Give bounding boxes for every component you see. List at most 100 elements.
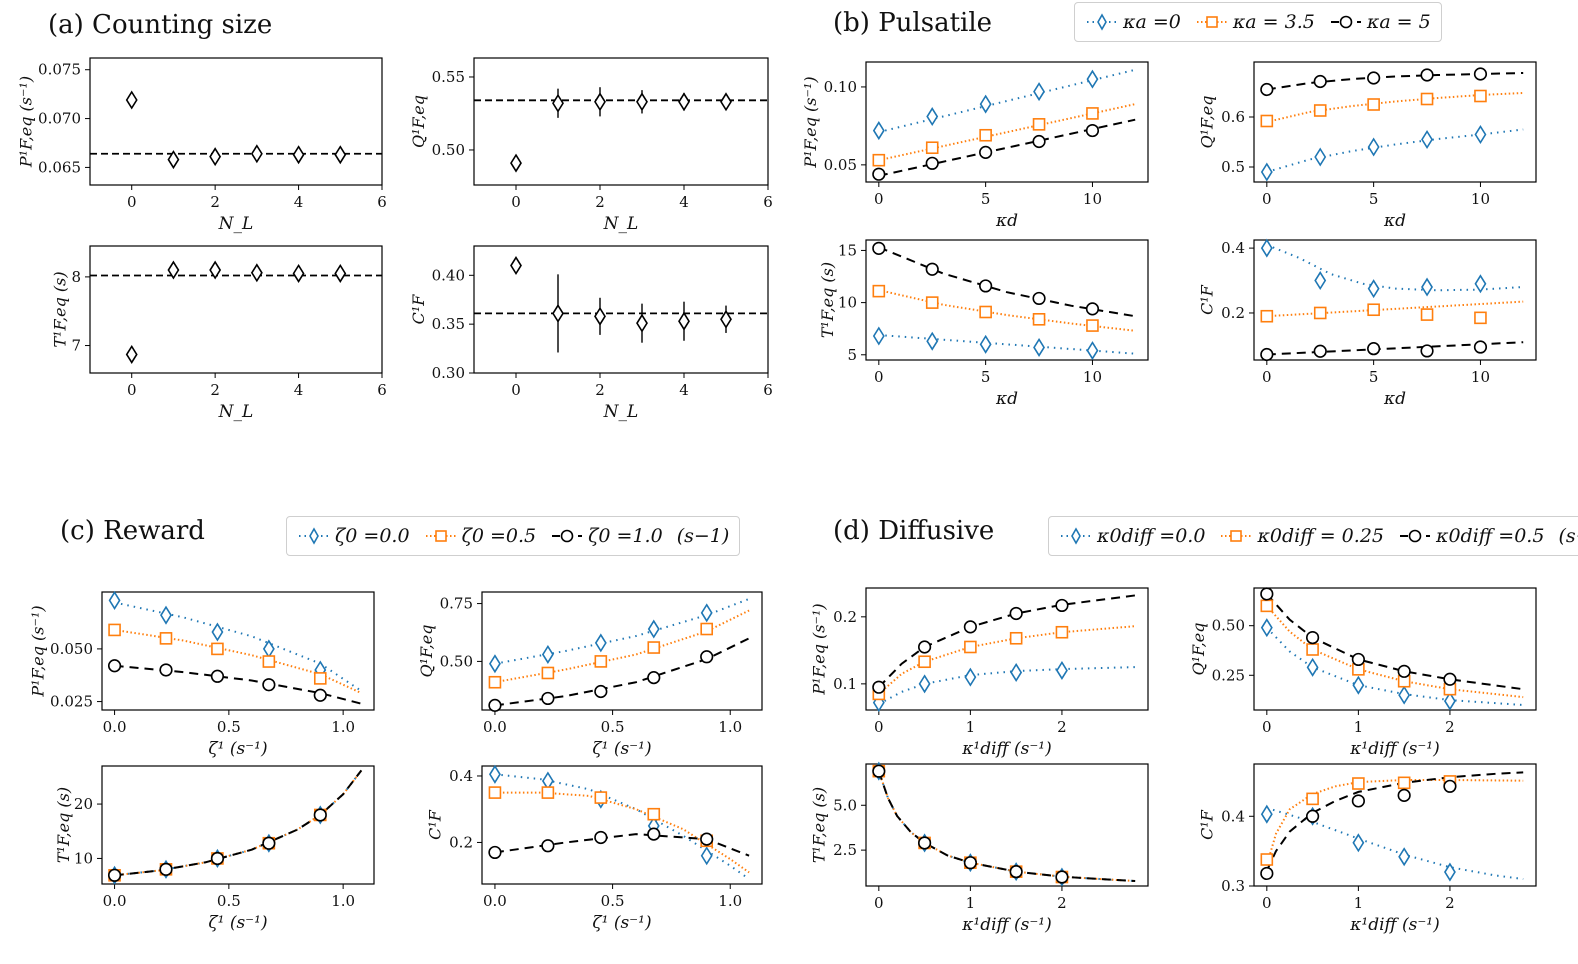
data-point-diamond <box>979 94 992 114</box>
legend-b: κa =0 κa = 3.5 κa = 5 <box>1074 2 1442 42</box>
x-tick-label: 1 <box>1354 894 1364 912</box>
legend-item-black: κa = 5 <box>1329 11 1431 33</box>
data-point-square <box>159 632 173 645</box>
x-tick-label: 0.0 <box>483 892 507 910</box>
x-axis-label: N_L <box>603 402 639 422</box>
legend-label: κa = 5 <box>1366 11 1431 33</box>
plot-frame <box>865 587 1149 711</box>
legend-label: κ0diff =0.5 <box>1436 525 1545 547</box>
data-point-circle <box>647 671 661 685</box>
data-point-circle <box>700 832 714 846</box>
data-point-diamond <box>594 92 606 112</box>
x-tick-label: 5 <box>1369 190 1379 208</box>
data-point-circle <box>488 698 502 712</box>
plot-frame <box>865 61 1149 183</box>
data-point-diamond <box>211 622 224 642</box>
series-line-black <box>1266 593 1524 691</box>
legend-swatch-black <box>1330 15 1361 29</box>
x-axis-label: ζ¹ (s⁻¹) <box>592 739 651 759</box>
x-tick-label: 0 <box>1262 894 1272 912</box>
x-tick-label: 2 <box>595 381 605 399</box>
data-point-square <box>1032 118 1046 131</box>
y-tick-label: 0.50 <box>432 141 465 159</box>
subplot-c4: 0.0 0.5 1.0 0.2 0.4 ζ¹ (s⁻¹) C¹F <box>426 764 763 933</box>
data-point-circle <box>700 650 714 664</box>
y-tick-label: 0.2 <box>833 608 857 626</box>
data-point-square <box>1086 107 1099 120</box>
data-point-circle <box>594 684 608 699</box>
plot-frame <box>101 591 375 711</box>
data-point-diamond <box>1352 833 1365 853</box>
data-point-diamond <box>700 603 713 623</box>
y-tick-label: 5.0 <box>833 796 857 814</box>
series-line-black <box>878 246 1136 318</box>
x-tick-label: 0.5 <box>217 892 241 910</box>
x-tick-label: 0.5 <box>601 718 625 736</box>
x-axis-label: κ¹diff (s⁻¹) <box>1349 915 1440 935</box>
plot-frame <box>865 239 1149 361</box>
data-point-diamond <box>510 153 522 173</box>
data-point-square <box>1260 599 1274 613</box>
subplot-c2: 0.0 0.5 1.0 0.50 0.75 ζ¹ (s⁻¹) Q¹F,eq <box>417 591 763 759</box>
y-tick-label: 0.4 <box>449 767 473 785</box>
y-axis-label: P¹F,eq (s⁻¹) <box>801 76 820 168</box>
subplot-a1: 0 2 4 6 0.065 0.070 0.075 N_L P¹F,eq (s⁻¹) <box>17 57 387 234</box>
legend-swatch-orange <box>425 530 456 542</box>
data-point-square <box>488 675 502 689</box>
panel-title-a: (a) Counting size <box>48 10 273 40</box>
data-point-diamond <box>1260 162 1273 182</box>
data-point-circle <box>210 669 225 683</box>
data-point-square <box>541 786 555 799</box>
x-tick-label: 6 <box>763 381 773 399</box>
plot-frame <box>101 765 375 885</box>
x-tick-label: 2 <box>1057 718 1067 736</box>
data-point-diamond <box>1421 129 1433 150</box>
data-point-square <box>1009 631 1023 645</box>
x-axis-label: ζ¹ (s⁻¹) <box>592 913 651 933</box>
x-tick-label: 5 <box>981 190 991 208</box>
legend-label: κ0diff =0.0 <box>1097 525 1206 547</box>
data-point-diamond <box>1033 337 1045 357</box>
subplot-a2: 0 2 4 6 0.50 0.55 N_L Q¹F,eq <box>409 57 773 234</box>
data-point-circle <box>1397 664 1411 678</box>
legend-item-blue: κ0diff =0.0 <box>1059 525 1205 547</box>
data-point-circle <box>1260 347 1274 362</box>
x-tick-label: 0 <box>127 381 137 399</box>
legend-item-black: ζ0 =1.0 <box>550 525 663 547</box>
plot-frame <box>1253 763 1537 887</box>
legend-swatch-blue <box>1087 13 1117 31</box>
series-line-orange <box>1266 300 1524 318</box>
data-point-square <box>1260 309 1274 323</box>
subplot-a4: 0 2 4 6 0.30 0.35 0.40 N_L C¹F <box>409 245 773 422</box>
data-point-diamond <box>636 92 648 112</box>
data-point-square <box>964 640 977 654</box>
data-point-square <box>313 672 327 685</box>
data-point-diamond <box>250 263 263 283</box>
y-tick-label: 0.50 <box>440 652 473 670</box>
x-axis-label: ζ¹ (s⁻¹) <box>208 913 267 933</box>
data-point-diamond <box>926 107 939 127</box>
y-axis-label: P¹F,eq (s⁻¹) <box>17 76 36 168</box>
data-point-diamond <box>678 311 690 331</box>
x-tick-label: 10 <box>1083 368 1102 386</box>
y-tick-label: 10 <box>838 294 857 312</box>
y-tick-label: 0.070 <box>38 110 81 128</box>
data-point-circle <box>1260 82 1274 97</box>
x-axis-label: κd <box>1383 389 1406 409</box>
data-point-diamond <box>1443 862 1456 882</box>
x-axis-label: κd <box>995 211 1018 231</box>
data-point-circle <box>313 688 327 702</box>
data-point-circle <box>541 691 555 706</box>
x-tick-label: 2 <box>1445 718 1455 736</box>
x-tick-label: 4 <box>294 193 304 211</box>
x-axis-label: N_L <box>218 402 254 422</box>
panel-title-d: (d) Diffusive <box>833 516 995 546</box>
data-point-circle <box>1351 652 1365 667</box>
data-point-circle <box>1085 123 1100 138</box>
data-point-circle <box>872 241 886 255</box>
data-point-diamond <box>125 344 138 364</box>
data-point-square <box>594 791 608 804</box>
data-point-circle <box>1260 866 1274 881</box>
data-point-circle <box>1032 134 1046 149</box>
